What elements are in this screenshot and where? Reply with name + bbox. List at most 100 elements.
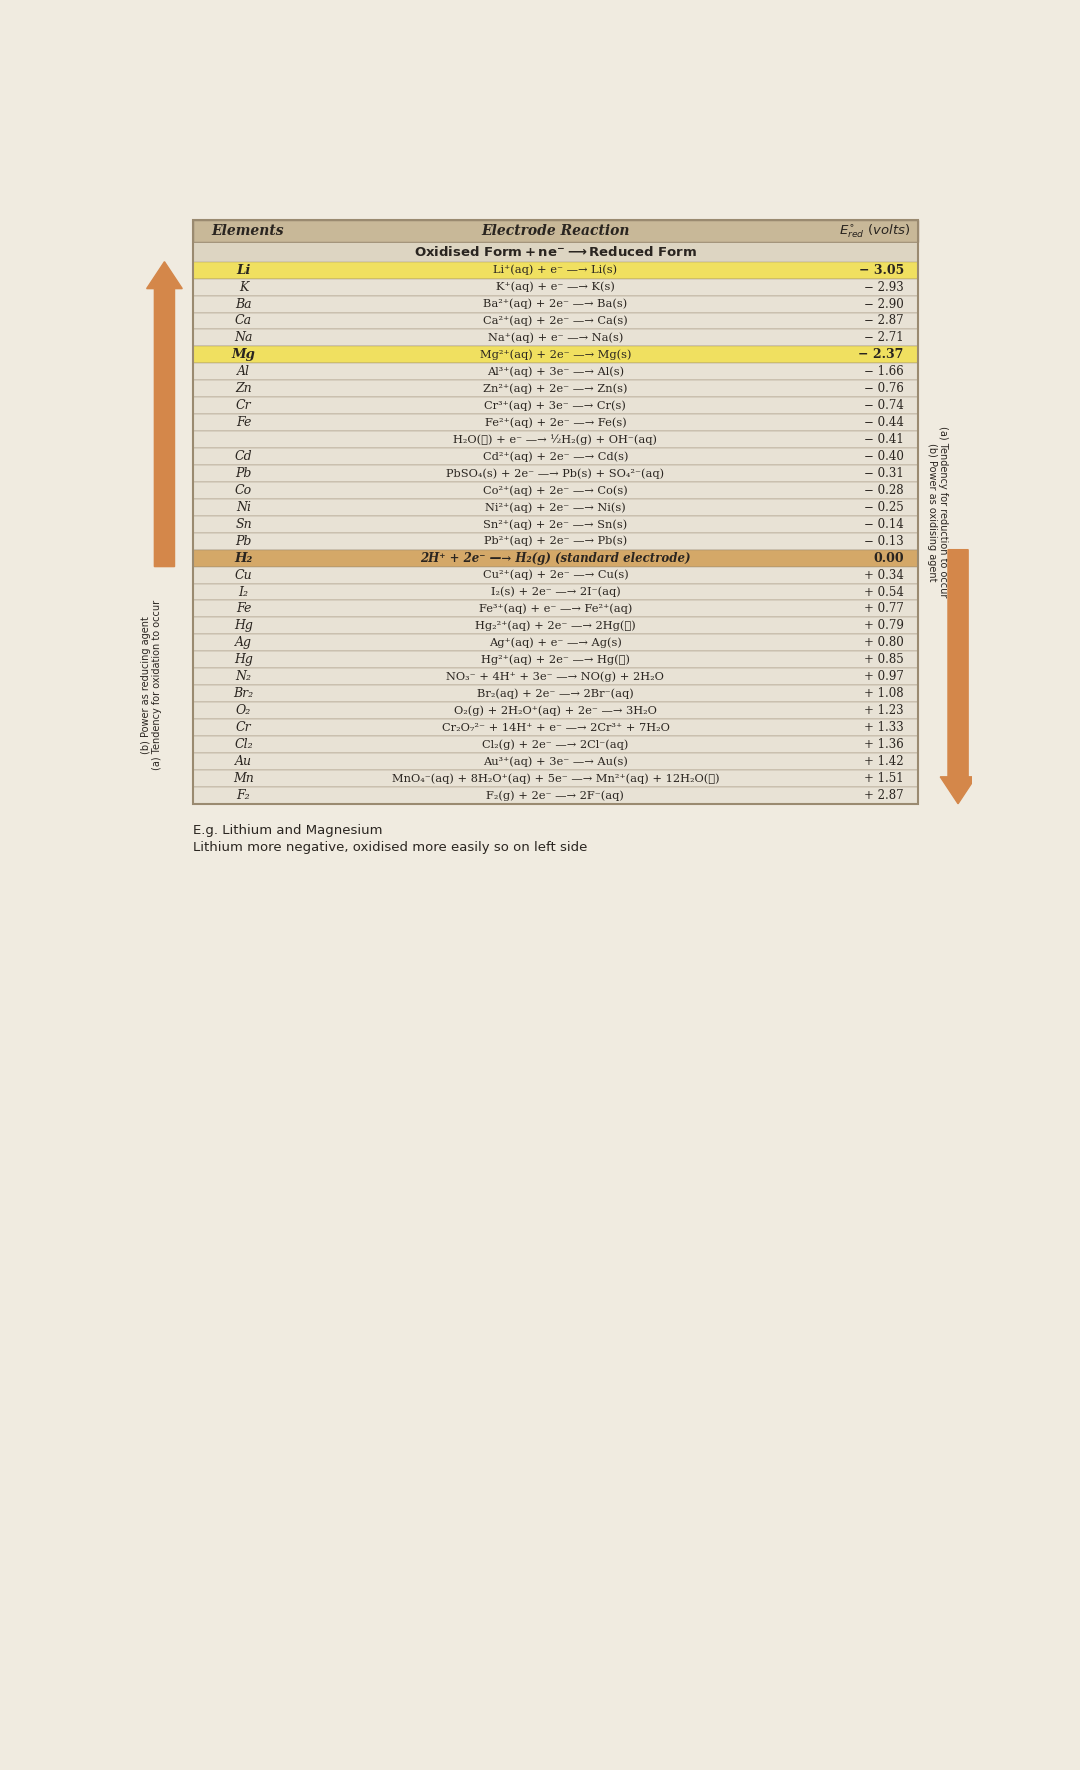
Text: Ba: Ba bbox=[235, 297, 252, 310]
Text: + 0.77: + 0.77 bbox=[864, 602, 904, 616]
Text: Cr: Cr bbox=[235, 720, 252, 735]
Text: Cu²⁺(aq) + 2e⁻ —→ Cu(s): Cu²⁺(aq) + 2e⁻ —→ Cu(s) bbox=[483, 570, 629, 581]
Bar bbox=[193, 736, 918, 752]
Bar bbox=[193, 481, 918, 499]
Bar bbox=[193, 770, 918, 788]
Text: − 2.93: − 2.93 bbox=[864, 281, 904, 294]
Text: Hg: Hg bbox=[234, 620, 253, 632]
Bar bbox=[193, 703, 918, 719]
Text: − 0.13: − 0.13 bbox=[864, 535, 904, 547]
Text: Co²⁺(aq) + 2e⁻ —→ Co(s): Co²⁺(aq) + 2e⁻ —→ Co(s) bbox=[483, 485, 627, 496]
Bar bbox=[193, 219, 918, 242]
Text: Fe²⁺(aq) + 2e⁻ —→ Fe(s): Fe²⁺(aq) + 2e⁻ —→ Fe(s) bbox=[485, 418, 626, 428]
Text: Hg₂²⁺(aq) + 2e⁻ —→ 2Hg(ℓ): Hg₂²⁺(aq) + 2e⁻ —→ 2Hg(ℓ) bbox=[475, 621, 636, 632]
Bar bbox=[154, 289, 175, 566]
Text: Hg²⁺(aq) + 2e⁻ —→ Hg(ℓ): Hg²⁺(aq) + 2e⁻ —→ Hg(ℓ) bbox=[481, 655, 630, 666]
Text: − 0.31: − 0.31 bbox=[864, 467, 904, 480]
Text: − 2.90: − 2.90 bbox=[864, 297, 904, 310]
Text: Fe³⁺(aq) + e⁻ —→ Fe²⁺(aq): Fe³⁺(aq) + e⁻ —→ Fe²⁺(aq) bbox=[478, 604, 632, 614]
Text: (a) Tendency for reduction to occur: (a) Tendency for reduction to occur bbox=[937, 427, 947, 598]
Text: (b) Power as oxidising agent: (b) Power as oxidising agent bbox=[927, 442, 936, 581]
Text: NO₃⁻ + 4H⁺ + 3e⁻ —→ NO(g) + 2H₂O: NO₃⁻ + 4H⁺ + 3e⁻ —→ NO(g) + 2H₂O bbox=[446, 671, 664, 681]
Text: Br₂(aq) + 2e⁻ —→ 2Br⁻(aq): Br₂(aq) + 2e⁻ —→ 2Br⁻(aq) bbox=[477, 689, 634, 699]
Bar bbox=[193, 618, 918, 634]
Text: Pb: Pb bbox=[235, 535, 252, 547]
Text: O₂(g) + 2H₂O⁺(aq) + 2e⁻ —→ 3H₂O: O₂(g) + 2H₂O⁺(aq) + 2e⁻ —→ 3H₂O bbox=[454, 704, 657, 715]
Text: Cl₂: Cl₂ bbox=[234, 738, 253, 750]
Bar bbox=[193, 550, 918, 566]
Text: K⁺(aq) + e⁻ —→ K(s): K⁺(aq) + e⁻ —→ K(s) bbox=[496, 281, 615, 292]
Text: Cd: Cd bbox=[234, 450, 253, 464]
Text: Na⁺(aq) + e⁻ —→ Na(s): Na⁺(aq) + e⁻ —→ Na(s) bbox=[488, 333, 623, 343]
Text: (a) Tendency for oxidation to occur: (a) Tendency for oxidation to occur bbox=[151, 600, 162, 770]
Text: + 1.42: + 1.42 bbox=[864, 756, 904, 768]
Text: PbSO₄(s) + 2e⁻ —→ Pb(s) + SO₄²⁻(aq): PbSO₄(s) + 2e⁻ —→ Pb(s) + SO₄²⁻(aq) bbox=[446, 467, 664, 478]
Text: Mn: Mn bbox=[233, 772, 254, 784]
Text: Electrode Reaction: Electrode Reaction bbox=[482, 223, 630, 237]
Text: − 3.05: − 3.05 bbox=[859, 264, 904, 276]
Bar bbox=[193, 347, 918, 363]
Bar bbox=[193, 396, 918, 414]
Text: Zn²⁺(aq) + 2e⁻ —→ Zn(s): Zn²⁺(aq) + 2e⁻ —→ Zn(s) bbox=[483, 384, 627, 395]
FancyArrow shape bbox=[941, 550, 976, 804]
Text: + 0.97: + 0.97 bbox=[864, 671, 904, 683]
Bar bbox=[193, 278, 918, 296]
Bar bbox=[193, 719, 918, 736]
Text: Br₂: Br₂ bbox=[233, 687, 254, 701]
Text: − 0.28: − 0.28 bbox=[864, 483, 904, 497]
Text: Mg²⁺(aq) + 2e⁻ —→ Mg(s): Mg²⁺(aq) + 2e⁻ —→ Mg(s) bbox=[480, 349, 631, 359]
Bar bbox=[193, 262, 918, 278]
Bar bbox=[193, 242, 918, 262]
Text: Cr: Cr bbox=[235, 400, 252, 412]
Text: + 0.85: + 0.85 bbox=[864, 653, 904, 666]
Text: Ag: Ag bbox=[235, 637, 252, 650]
Bar bbox=[193, 515, 918, 533]
Text: H₂O(ℓ) + e⁻ —→ ½H₂(g) + OH⁻(aq): H₂O(ℓ) + e⁻ —→ ½H₂(g) + OH⁻(aq) bbox=[454, 434, 658, 444]
Text: − 2.37: − 2.37 bbox=[859, 349, 904, 361]
Text: F₂: F₂ bbox=[237, 789, 251, 802]
Text: Ca²⁺(aq) + 2e⁻ —→ Ca(s): Ca²⁺(aq) + 2e⁻ —→ Ca(s) bbox=[483, 315, 627, 326]
Text: Cr³⁺(aq) + 3e⁻ —→ Cr(s): Cr³⁺(aq) + 3e⁻ —→ Cr(s) bbox=[485, 400, 626, 411]
Text: − 2.87: − 2.87 bbox=[864, 315, 904, 327]
Text: − 0.40: − 0.40 bbox=[864, 450, 904, 464]
Text: Fe: Fe bbox=[235, 416, 252, 428]
Text: 0.00: 0.00 bbox=[873, 552, 904, 565]
Text: Ni²⁺(aq) + 2e⁻ —→ Ni(s): Ni²⁺(aq) + 2e⁻ —→ Ni(s) bbox=[485, 503, 625, 513]
Text: + 1.51: + 1.51 bbox=[864, 772, 904, 784]
Text: Cl₂(g) + 2e⁻ —→ 2Cl⁻(aq): Cl₂(g) + 2e⁻ —→ 2Cl⁻(aq) bbox=[483, 740, 629, 750]
Bar bbox=[193, 788, 918, 804]
Text: MnO₄⁻(aq) + 8H₂O⁺(aq) + 5e⁻ —→ Mn²⁺(aq) + 12H₂O(ℓ): MnO₄⁻(aq) + 8H₂O⁺(aq) + 5e⁻ —→ Mn²⁺(aq) … bbox=[392, 773, 719, 784]
Bar bbox=[193, 533, 918, 550]
Text: E.g. Lithium and Magnesium: E.g. Lithium and Magnesium bbox=[193, 823, 382, 837]
Text: Mg: Mg bbox=[231, 349, 256, 361]
Text: Co: Co bbox=[235, 483, 252, 497]
Text: + 1.23: + 1.23 bbox=[864, 704, 904, 717]
Bar bbox=[193, 651, 918, 669]
Text: Li⁺(aq) + e⁻ —→ Li(s): Li⁺(aq) + e⁻ —→ Li(s) bbox=[494, 266, 618, 276]
Bar bbox=[193, 381, 918, 396]
Text: Ag⁺(aq) + e⁻ —→ Ag(s): Ag⁺(aq) + e⁻ —→ Ag(s) bbox=[489, 637, 622, 648]
Text: I₂: I₂ bbox=[239, 586, 248, 598]
Text: I₂(s) + 2e⁻ —→ 2I⁻(aq): I₂(s) + 2e⁻ —→ 2I⁻(aq) bbox=[490, 586, 620, 596]
Bar bbox=[193, 313, 918, 329]
Text: 2H⁺ + 2e⁻ —→ H₂(g) (standard electrode): 2H⁺ + 2e⁻ —→ H₂(g) (standard electrode) bbox=[420, 552, 691, 565]
Text: Au: Au bbox=[235, 756, 252, 768]
Text: Na: Na bbox=[234, 331, 253, 345]
Bar bbox=[193, 296, 918, 313]
Text: Au³⁺(aq) + 3e⁻ —→ Au(s): Au³⁺(aq) + 3e⁻ —→ Au(s) bbox=[483, 756, 627, 766]
Bar bbox=[193, 219, 918, 804]
Text: (b) Power as reducing agent: (b) Power as reducing agent bbox=[140, 616, 151, 754]
Text: K: K bbox=[239, 281, 248, 294]
Bar bbox=[193, 466, 918, 481]
Text: $\mathbf{Oxidised\ Form + ne^{-} \longrightarrow Reduced\ Form}$: $\mathbf{Oxidised\ Form + ne^{-} \longri… bbox=[414, 244, 697, 258]
Bar bbox=[193, 329, 918, 347]
Bar bbox=[193, 584, 918, 600]
Text: − 1.66: − 1.66 bbox=[864, 365, 904, 379]
Text: Cr₂O₇²⁻ + 14H⁺ + e⁻ —→ 2Cr³⁺ + 7H₂O: Cr₂O₇²⁻ + 14H⁺ + e⁻ —→ 2Cr³⁺ + 7H₂O bbox=[442, 722, 670, 733]
Text: O₂: O₂ bbox=[235, 704, 252, 717]
Text: Al³⁺(aq) + 3e⁻ —→ Al(s): Al³⁺(aq) + 3e⁻ —→ Al(s) bbox=[487, 366, 624, 377]
Text: + 1.08: + 1.08 bbox=[864, 687, 904, 701]
Text: − 0.41: − 0.41 bbox=[864, 434, 904, 446]
Text: Hg: Hg bbox=[234, 653, 253, 666]
Text: Sn: Sn bbox=[235, 519, 252, 531]
